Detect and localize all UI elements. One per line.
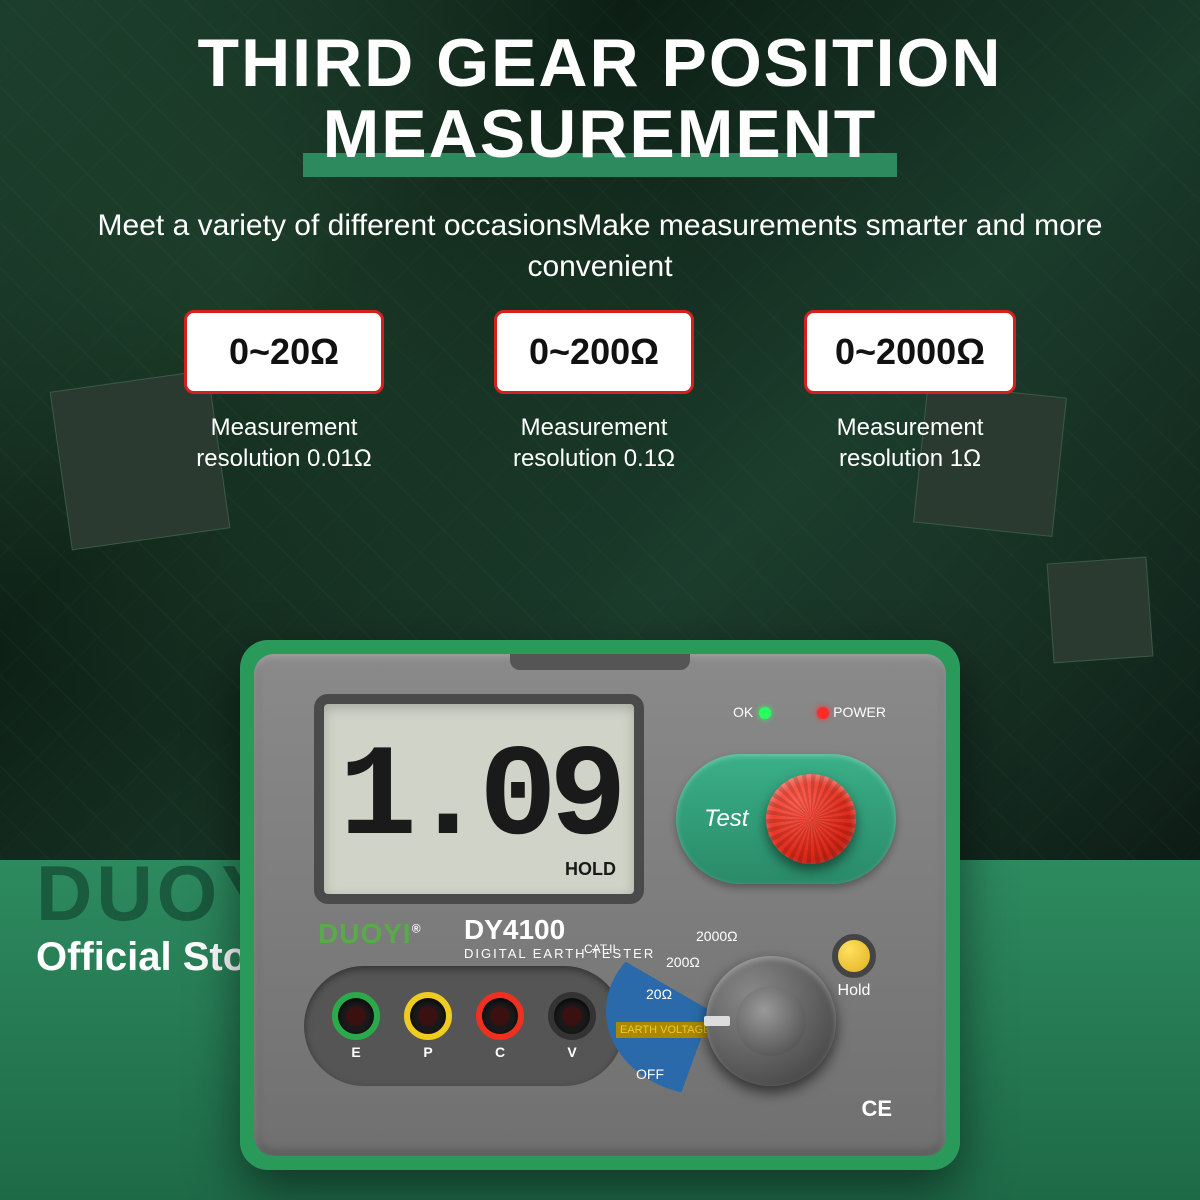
led-power-icon <box>817 707 829 719</box>
port-c[interactable]: C <box>476 992 524 1060</box>
range-row: 0~20Ω Measurement resolution 0.01Ω 0~200… <box>0 310 1200 474</box>
led-row: OK POWER <box>733 704 886 720</box>
jack-icon <box>404 992 452 1040</box>
test-button[interactable] <box>766 774 856 864</box>
range-item: 0~2000Ω Measurement resolution 1Ω <box>804 310 1016 474</box>
device-brand-logo: DUOYI® <box>318 918 422 950</box>
ce-mark: CE <box>861 1096 892 1122</box>
range-caption: Measurement resolution 1Ω <box>804 412 1016 474</box>
test-label: Test <box>704 805 748 833</box>
lcd-display: 1.09 Ω HOLD <box>314 694 644 904</box>
lcd-unit: Ω <box>600 774 616 800</box>
device-case-body: 1.09 Ω HOLD OK POWER Test DUOYI® DY4100 … <box>254 654 946 1156</box>
device-top-slot <box>510 654 690 670</box>
dial-label-2000: 2000Ω <box>696 928 738 944</box>
led-ok-label: OK <box>733 704 771 720</box>
range-caption: Measurement resolution 0.01Ω <box>184 412 384 474</box>
range-item: 0~20Ω Measurement resolution 0.01Ω <box>184 310 384 474</box>
dial-label-earth-voltage: EARTH VOLTAGE <box>616 1022 714 1038</box>
led-ok-icon <box>759 707 771 719</box>
lcd-reading: 1.09 <box>339 726 619 873</box>
range-value: 0~20Ω <box>184 310 384 394</box>
jack-icon <box>476 992 524 1040</box>
lcd-hold-indicator: HOLD <box>565 859 616 880</box>
range-value: 0~200Ω <box>494 310 694 394</box>
subtitle: Meet a variety of different occasionsMak… <box>0 206 1200 287</box>
port-row: E P C V <box>304 966 624 1086</box>
test-button-area: Test <box>676 754 896 884</box>
range-value: 0~2000Ω <box>804 310 1016 394</box>
rotary-dial-area: 2000Ω 200Ω 20Ω EARTH VOLTAGE OFF <box>646 936 846 1106</box>
dial-label-20: 20Ω <box>646 986 672 1002</box>
bg-chip-icon <box>1047 557 1154 664</box>
device-model: DY4100 DIGITAL EARTH TESTER <box>464 914 655 961</box>
headline: THIRD GEAR POSITION MEASUREMENT <box>0 28 1200 171</box>
dial-label-off: OFF <box>636 1066 664 1082</box>
port-p[interactable]: P <box>404 992 452 1060</box>
jack-icon <box>332 992 380 1040</box>
headline-line2: MEASUREMENT <box>323 99 878 170</box>
model-number: DY4100 <box>464 914 655 946</box>
port-v[interactable]: V <box>548 992 596 1060</box>
range-caption: Measurement resolution 0.1Ω <box>494 412 694 474</box>
rotary-dial[interactable] <box>706 956 836 1086</box>
device: 1.09 Ω HOLD OK POWER Test DUOYI® DY4100 … <box>240 640 960 1170</box>
port-e[interactable]: E <box>332 992 380 1060</box>
jack-icon <box>548 992 596 1040</box>
range-item: 0~200Ω Measurement resolution 0.1Ω <box>494 310 694 474</box>
led-power-label: POWER <box>811 704 886 720</box>
dial-label-200: 200Ω <box>666 954 700 970</box>
cat-rating: CAT.II <box>584 942 616 956</box>
headline-line1: THIRD GEAR POSITION <box>0 28 1200 99</box>
